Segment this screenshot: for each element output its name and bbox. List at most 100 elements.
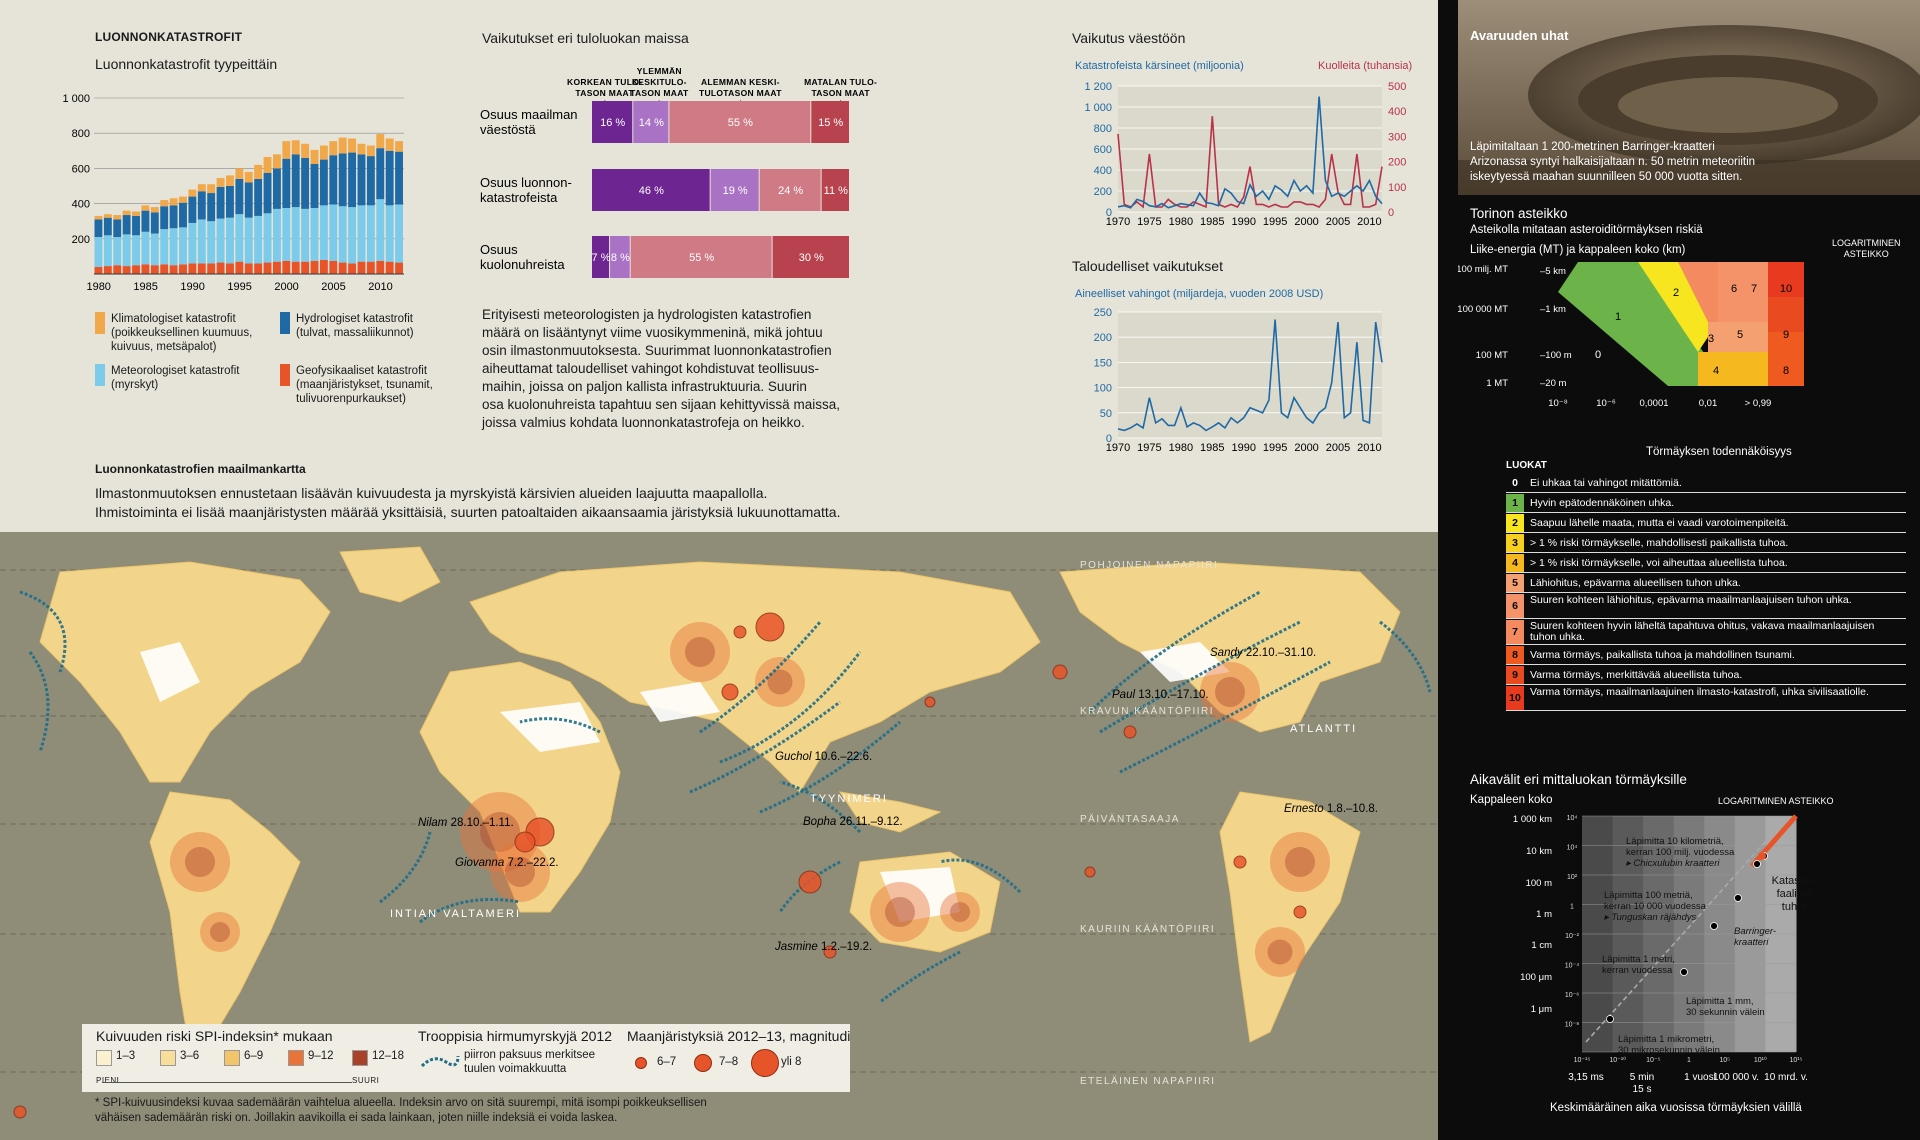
drought-hotspot-core xyxy=(210,922,230,942)
bar-segment xyxy=(310,208,319,261)
zone-10 xyxy=(1768,262,1804,297)
quake-swatch-label: yli 8 xyxy=(781,1056,802,1068)
bar-segment xyxy=(226,217,234,264)
time-tick: 5 min xyxy=(1630,1072,1654,1083)
bars-subtitle: Luonnonkatastrofit tyypeittäin xyxy=(95,56,278,72)
x-tick-label: 1985 xyxy=(133,281,157,292)
torino-row-number: 6 xyxy=(1506,594,1524,618)
earthquake xyxy=(823,945,837,959)
interval-annotation: Läpimitta 1 mm, xyxy=(1686,996,1754,1007)
y-tick-label: 400 xyxy=(72,199,90,211)
earthquake xyxy=(755,612,785,642)
storm-label: Nilam 28.10.–1.11. xyxy=(418,817,514,829)
torino-zone-label: 4 xyxy=(1713,365,1719,377)
damage-line xyxy=(1117,319,1383,432)
chicxulub-point xyxy=(1758,852,1766,860)
bar-segment xyxy=(329,141,338,156)
quake-swatch xyxy=(694,1054,712,1072)
torino-row: 0 Ei uhkaa tai vahingot mitättömiä. xyxy=(1506,474,1906,493)
torino-row-number: 10 xyxy=(1506,686,1524,710)
no-data-area xyxy=(1140,642,1230,682)
income-row-label: Osuus maailman xyxy=(480,107,578,122)
size-axis-tick: 1 cm xyxy=(1531,940,1552,951)
storm-dates: 10.6.–22.6. xyxy=(815,751,873,763)
x-tick-label: 1980 xyxy=(86,281,110,292)
bar-segment xyxy=(254,178,263,216)
interval-annotation: ▸ Tunguskan räjähdys xyxy=(1604,912,1697,923)
x-tick-label: 2005 xyxy=(1326,442,1350,454)
storm-track xyxy=(699,621,822,734)
left-tick-label: 400 xyxy=(1094,165,1112,177)
drought-hotspot xyxy=(170,832,230,892)
time-exp-tick: 10⁻⁵ xyxy=(1646,1057,1660,1064)
torino-zone-label: 5 xyxy=(1737,329,1743,341)
income-bar-label: 7 % xyxy=(592,252,611,264)
bar-segment xyxy=(282,260,291,274)
time-tick: 1 vuosi xyxy=(1684,1072,1716,1083)
bar-segment xyxy=(319,259,328,274)
y-tick-label: 200 xyxy=(72,234,90,246)
crater-caption: Läpimitaltaan 1 200-metrinen Barringer-k… xyxy=(1470,141,1756,183)
drought-hotspot xyxy=(1270,832,1330,892)
bar-segment xyxy=(197,191,206,220)
quake-swatch-label: 6–7 xyxy=(657,1056,677,1068)
bar-segment xyxy=(254,215,263,264)
torino-row: 6 Suuren kohteen lähiohitus, epävarma maa… xyxy=(1506,594,1906,619)
bar-segment xyxy=(348,263,357,274)
storm-dates: 1.2.–19.2. xyxy=(821,941,872,953)
spi-swatch xyxy=(352,1050,368,1066)
storm-name: Jasmine xyxy=(774,941,821,953)
drought-hotspot-core xyxy=(480,812,520,852)
earthquake xyxy=(514,831,536,853)
lat-label-south: ETELÄINEN NAPAPIIRI xyxy=(1080,1075,1216,1087)
prob-tick: 0,0001 xyxy=(1639,398,1668,409)
x-tick-label: 1990 xyxy=(180,281,204,292)
interval-title: Aikavälit eri mittaluokan törmäyksille xyxy=(1470,772,1687,787)
interval-annotation: kerran 100 milj. vuodessa xyxy=(1626,847,1735,858)
interval-log-label: LOGARITMINEN ASTEIKKO xyxy=(1718,796,1834,806)
bar-segment xyxy=(310,164,319,208)
income-header: TASON MAAT xyxy=(575,88,634,98)
torino-zone-label: 0 xyxy=(1595,349,1601,361)
income-bar xyxy=(592,169,710,211)
storm-track xyxy=(879,950,961,1004)
torino-row-label: > 1 % riski törmäykselle, mahdollisesti … xyxy=(1530,537,1789,549)
torino-row: 1 Hyvin epätodennäköinen uhka. xyxy=(1506,494,1906,513)
torino-row-label: Varma törmäys, paikallista tuhoa ja mahd… xyxy=(1530,649,1795,661)
quake-legend-title: Maanjäristyksiä 2012–13, magnitudi xyxy=(627,1028,851,1044)
torino-row: 5 Lähiohitus, epävarma alueellisen tuhon … xyxy=(1506,574,1906,593)
bar-segment xyxy=(188,196,197,223)
bar-segment xyxy=(319,159,328,206)
size-exp-tick: 10⁻² xyxy=(1565,933,1579,940)
bar-segment xyxy=(244,171,253,183)
time-tick: 3,15 ms xyxy=(1568,1072,1604,1083)
income-row-label: väestöstä xyxy=(480,122,536,137)
income-bar-label: 24 % xyxy=(778,185,803,197)
bar-segment xyxy=(376,134,385,149)
bar-segment xyxy=(348,207,357,264)
bar-segment xyxy=(226,263,234,274)
torino-matrix: 1 2 3 4 5 6 7 8 9 10 0 100 milj. MT 100 000 MT 100 MT… xyxy=(1458,262,1804,409)
bar-segment xyxy=(395,151,403,205)
spi-swatch-label: 3–6 xyxy=(180,1050,200,1062)
crater-photo xyxy=(1458,0,1920,195)
storm-track xyxy=(19,590,67,673)
x-tick-label: 1970 xyxy=(1106,216,1130,228)
drought-hotspot xyxy=(490,842,550,902)
impact-point xyxy=(1734,894,1742,902)
bar-segment xyxy=(310,149,319,164)
x-tick-label: 1995 xyxy=(1263,442,1287,454)
bar-segment xyxy=(235,214,244,262)
torino-row: 4 > 1 % riski törmäykselle, voi aiheuttaa… xyxy=(1506,554,1906,573)
barringer-label: kraatteri xyxy=(1734,937,1769,948)
income-bar-label: 15 % xyxy=(818,117,843,129)
torino-prob-label: Törmäyksen todennäköisyys xyxy=(1646,446,1792,458)
interval-annotation: 30 mikrosekunnin välein xyxy=(1618,1045,1720,1056)
right-tick-label: 500 xyxy=(1388,81,1406,93)
x-tick-label: 2010 xyxy=(1357,216,1381,228)
interval-chart: 1 000 km 10 km 100 m 1 m 1 cm 100 μm 1 μm 10⁴ 10… xyxy=(1513,814,1817,1095)
torino-row-label: > 1 % riski törmäykselle, voi aiheuttaa … xyxy=(1530,557,1788,569)
storm-label: Bopha 26.11.–9.12. xyxy=(803,816,903,828)
bar-segment xyxy=(291,207,300,262)
